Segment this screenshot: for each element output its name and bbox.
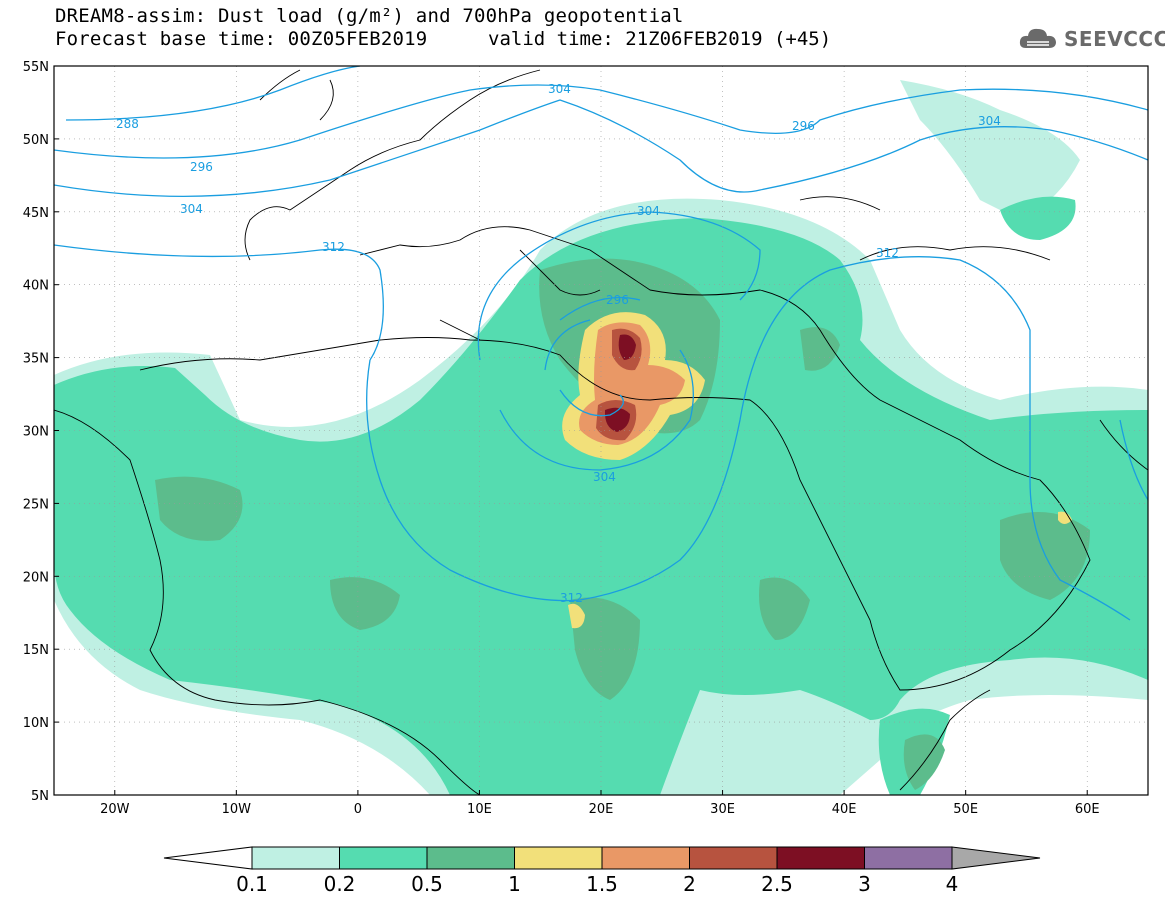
contour-label: 296: [792, 119, 815, 133]
lon-label: 50E: [953, 802, 978, 817]
longitude-axis: 20W 10W 0 10E 20E 30E 40E 50E 60E: [100, 790, 1100, 817]
lon-label: 20W: [100, 802, 130, 817]
map-area: 288 296 304 312 296 304 304 312 312 296 …: [54, 66, 1148, 795]
lat-label: 15N: [23, 643, 49, 658]
colorbar-swatch: [251, 846, 340, 870]
colorbar-tick-label: 0.2: [323, 872, 356, 896]
colorbar-swatch: [689, 846, 778, 870]
colorbar-tick-label: 2.5: [761, 872, 793, 896]
colorbar: [163, 846, 1041, 870]
colorbar-tick-label: 1.5: [586, 872, 618, 896]
contour-label: 312: [876, 246, 899, 260]
latitude-axis: 55N 50N 45N 40N 35N 30N 25N 20N 15N 10N 5N: [23, 60, 59, 804]
colorbar-swatch: [776, 846, 865, 870]
contour-label: 312: [560, 591, 583, 605]
colorbar-tick-label: 0.5: [411, 872, 443, 896]
contour-label: 304: [978, 114, 1001, 128]
colorbar-tick-label: 1: [508, 872, 521, 896]
lon-label: 30E: [710, 802, 735, 817]
lon-label: 20E: [589, 802, 614, 817]
contour-label: 312: [322, 240, 345, 254]
coastlines: [54, 69, 1148, 795]
lat-label: 20N: [23, 570, 49, 585]
colorbar-swatch: [426, 846, 515, 870]
contour-label: 296: [190, 160, 213, 174]
lon-label: 60E: [1075, 802, 1100, 817]
lon-label: 10W: [222, 802, 252, 817]
lat-label: 50N: [23, 133, 49, 148]
lat-label: 35N: [23, 352, 49, 367]
lon-label: 10E: [467, 802, 492, 817]
colorbar-swatch: [339, 846, 428, 870]
geopotential-contours: [54, 66, 1148, 621]
colorbar-tick-label: 2: [683, 872, 696, 896]
colorbar-swatch: [514, 846, 603, 870]
lat-label: 45N: [23, 206, 49, 221]
contour-label: 304: [637, 204, 660, 218]
contour-label: 288: [116, 117, 139, 131]
lon-label: 40E: [832, 802, 857, 817]
lat-label: 25N: [23, 497, 49, 512]
cloud-logo-icon: [1019, 28, 1056, 48]
lat-label: 5N: [31, 789, 49, 804]
lon-label: 0: [354, 802, 362, 817]
lat-label: 10N: [23, 716, 49, 731]
forecast-base-time: Forecast base time: 00Z05FEB2019: [55, 28, 428, 50]
valid-time: valid time: 21Z06FEB2019 (+45): [488, 28, 832, 50]
colorbar-tick-label: 4: [945, 872, 959, 896]
logo: SEEVCCC: [1018, 24, 1165, 54]
logo-text: SEEVCCC: [1064, 27, 1165, 51]
contour-label: 304: [548, 82, 571, 96]
contour-label: 296: [606, 293, 629, 307]
colorbar-low-arrow: [163, 846, 253, 870]
colorbar-swatch: [601, 846, 690, 870]
lat-label: 30N: [23, 425, 49, 440]
map-title: DREAM8-assim: Dust load (g/m²) and 700hP…: [55, 5, 684, 27]
contour-label: 304: [593, 470, 616, 484]
lat-label: 55N: [23, 60, 49, 75]
colorbar-tick-label: 3: [858, 872, 871, 896]
colorbar-high-arrow: [951, 846, 1041, 870]
colorbar-swatch: [864, 846, 953, 870]
lat-label: 40N: [23, 279, 49, 294]
contour-labels: 288 296 304 312 296 304 304 312 312 296 …: [116, 82, 1001, 605]
colorbar-tick-label: 0.1: [236, 872, 268, 896]
contour-label: 304: [180, 202, 203, 216]
